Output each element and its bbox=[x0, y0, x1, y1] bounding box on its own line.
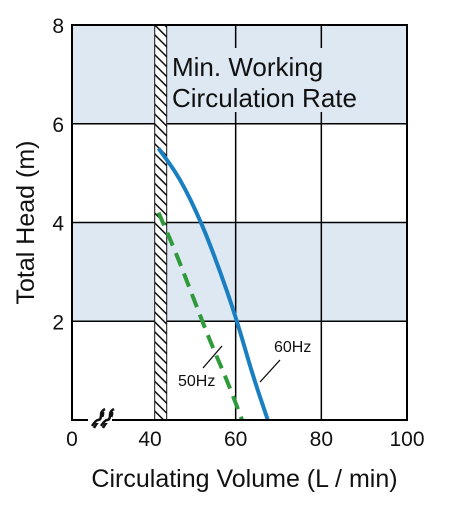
series-line-60hz bbox=[156, 147, 270, 421]
y-tick-labels: 2 4 6 8 bbox=[52, 15, 64, 334]
axis-break bbox=[88, 407, 115, 429]
plot-frame bbox=[71, 24, 408, 421]
series-line-50hz bbox=[156, 211, 244, 421]
x-tick-label: 40 bbox=[138, 428, 161, 451]
y-axis-title: Total Head (m) bbox=[12, 141, 40, 305]
series-labels: 60Hz 50Hz bbox=[178, 339, 311, 390]
x-tick-label: 100 bbox=[389, 428, 424, 451]
x-tick-label: 0 bbox=[66, 428, 78, 451]
axis-break-squiggle bbox=[90, 407, 106, 427]
shaded-band bbox=[72, 222, 407, 322]
annotation-line-1: Min. Working bbox=[172, 52, 323, 82]
series-pointer-50hz bbox=[202, 345, 223, 369]
axis-break-squiggle bbox=[99, 407, 115, 427]
min-rate-annotation: Min. Working Circulation Rate bbox=[168, 48, 384, 113]
y-tick-label: 4 bbox=[52, 213, 64, 236]
y-tick-label: 2 bbox=[52, 311, 64, 334]
x-tick-label: 60 bbox=[224, 428, 247, 451]
series-label-60hz: 60Hz bbox=[274, 339, 311, 356]
x-axis-title: Circulating Volume (L / min) bbox=[91, 465, 397, 493]
y-tick-label: 6 bbox=[52, 114, 64, 137]
annotation-background bbox=[168, 48, 384, 112]
x-tick-label: 80 bbox=[310, 428, 333, 451]
series-pointer-60hz bbox=[259, 359, 281, 383]
y-tick-label: 8 bbox=[52, 15, 64, 38]
series-layer bbox=[156, 147, 270, 421]
x-tick-labels: 0 40 60 80 100 bbox=[66, 428, 424, 451]
series-label-50hz: 50Hz bbox=[178, 373, 215, 390]
annotation-line-2: Circulation Rate bbox=[172, 83, 357, 113]
